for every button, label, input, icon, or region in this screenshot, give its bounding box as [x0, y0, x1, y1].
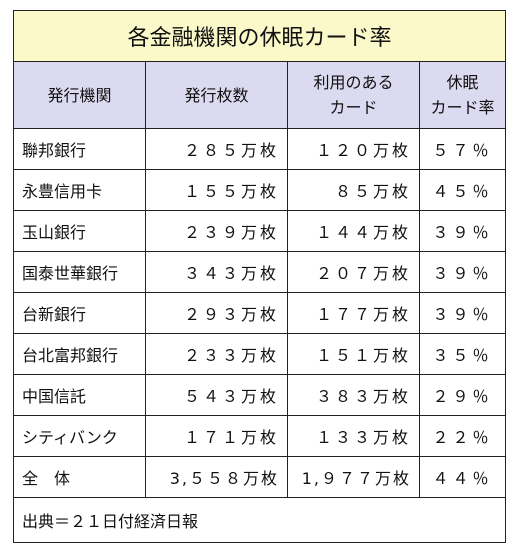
table-row: 台新銀行 ２９３万枚 １７７万枚 ３９％ — [13, 292, 507, 334]
header-used-line1: 利用のある — [313, 73, 394, 92]
used-cell: ２０７万枚 — [287, 251, 420, 293]
total-row: 全 体 3,５５８万枚 1,９７７万枚 ４４％ — [13, 456, 507, 498]
header-rate-line1: 休眠 — [446, 73, 479, 92]
issuer-cell: 永豊信用卡 — [13, 169, 146, 211]
used-cell: ３８３万枚 — [287, 374, 420, 416]
rate-cell: ３９％ — [418, 292, 507, 334]
header-used: 利用のある カード — [287, 61, 420, 129]
used-cell: １４４万枚 — [287, 210, 420, 252]
header-used-line2: カード — [329, 98, 378, 117]
rate-cell: ３９％ — [418, 210, 507, 252]
table-title: 各金融機関の休眠カード率 — [12, 10, 507, 62]
header-rate: 休眠 カード率 — [418, 61, 507, 129]
issued-cell: １７１万枚 — [145, 415, 288, 457]
source-note: 出典＝２１日付経済日報 — [12, 497, 507, 543]
table-row: 台北富邦銀行 ２３３万枚 １５１万枚 ３５％ — [13, 333, 507, 375]
header-rate-line2: カード率 — [430, 98, 495, 117]
used-cell: １７７万枚 — [287, 292, 420, 334]
issued-cell: ５４３万枚 — [145, 374, 288, 416]
rate-cell: ２９％ — [418, 374, 507, 416]
issuer-cell: 玉山銀行 — [13, 210, 146, 252]
header-row: 発行機関 発行枚数 利用のあるカード 休眠カード率 — [13, 61, 507, 129]
used-cell: ８５万枚 — [287, 169, 420, 211]
table-row: 聯邦銀行 ２８５万枚 １２０万枚 ５７％ — [13, 128, 507, 170]
issued-cell: 3,５５８万枚 — [145, 456, 288, 498]
used-cell: １５１万枚 — [287, 333, 420, 375]
table-row: 永豊信用卡 １５５万枚 ８５万枚 ４５％ — [13, 169, 507, 211]
rate-cell: ４５％ — [418, 169, 507, 211]
issuer-cell: 国泰世華銀行 — [13, 251, 146, 293]
issued-cell: ３４３万枚 — [145, 251, 288, 293]
issued-cell: ２８５万枚 — [145, 128, 288, 170]
issuer-cell: 中国信託 — [13, 374, 146, 416]
rate-cell: ２２％ — [418, 415, 507, 457]
table-row: シティバンク １７１万枚 １３３万枚 ２２％ — [13, 415, 507, 457]
rate-cell: ３５％ — [418, 333, 507, 375]
table-row: 中国信託 ５４３万枚 ３８３万枚 ２９％ — [13, 374, 507, 416]
issued-cell: ２３９万枚 — [145, 210, 288, 252]
rate-cell: ５７％ — [418, 128, 507, 170]
table-row: 玉山銀行 ２３９万枚 １４４万枚 ３９％ — [13, 210, 507, 252]
header-issued: 発行枚数 — [145, 61, 288, 129]
issued-cell: １５５万枚 — [145, 169, 288, 211]
issued-cell: ２３３万枚 — [145, 333, 288, 375]
issuer-cell: 全 体 — [13, 456, 146, 498]
rate-cell: ４４％ — [418, 456, 507, 498]
used-cell: 1,９７７万枚 — [287, 456, 420, 498]
issuer-cell: 聯邦銀行 — [13, 128, 146, 170]
used-cell: １２０万枚 — [287, 128, 420, 170]
issuer-cell: 台新銀行 — [13, 292, 146, 334]
issuer-cell: シティバンク — [13, 415, 146, 457]
rate-cell: ３９％ — [418, 251, 507, 293]
header-issuer: 発行機関 — [13, 61, 146, 129]
table-row: 国泰世華銀行 ３４３万枚 ２０７万枚 ３９％ — [13, 251, 507, 293]
used-cell: １３３万枚 — [287, 415, 420, 457]
card-rate-table-container: 各金融機関の休眠カード率 発行機関 発行枚数 利用のあるカード 休眠カード率 聯… — [12, 10, 507, 543]
dormant-card-rate-table: 各金融機関の休眠カード率 発行機関 発行枚数 利用のあるカード 休眠カード率 聯… — [12, 10, 507, 543]
issuer-cell: 台北富邦銀行 — [13, 333, 146, 375]
issued-cell: ２９３万枚 — [145, 292, 288, 334]
